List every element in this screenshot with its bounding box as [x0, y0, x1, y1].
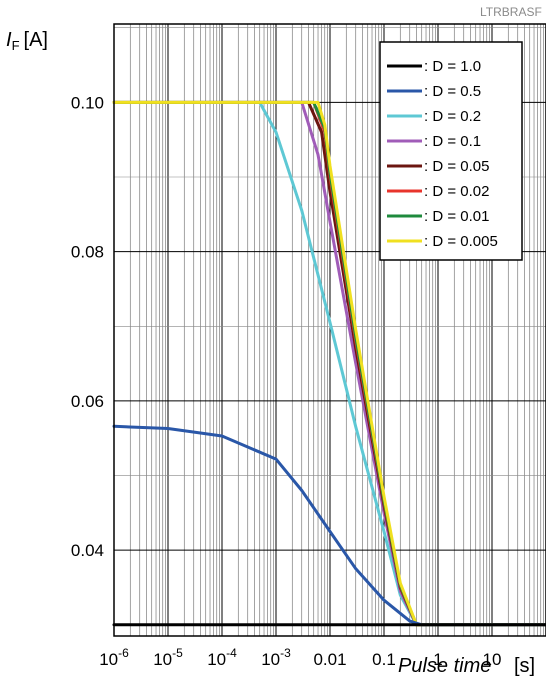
x-tick-label: 10-6: [99, 646, 129, 669]
y-axis-symbol: I: [6, 29, 12, 51]
legend-label: : D = 0.05: [424, 158, 489, 175]
series-layer: [112, 100, 546, 627]
legend-label: : D = 0.005: [424, 233, 498, 250]
x-tick-base: 10: [153, 650, 172, 669]
x-tick-label: 10: [483, 650, 502, 669]
x-tick-label: 0.1: [372, 650, 396, 669]
legend-label: : D = 0.02: [424, 183, 489, 200]
x-tick-base: 10: [483, 650, 502, 669]
x-tick-base: 1: [433, 650, 442, 669]
x-tick-label: 1: [433, 650, 442, 669]
plot-frame: [113, 23, 546, 637]
legend-label: : D = 0.2: [424, 108, 481, 125]
legend-label: : D = 1.0: [424, 58, 481, 75]
x-tick-label: 0.01: [313, 650, 346, 669]
y-axis-unit: [A]: [24, 29, 48, 51]
x-tick-label: 10-4: [207, 646, 237, 669]
series-line-8: [112, 100, 546, 627]
x-tick-base: 10: [261, 650, 280, 669]
legend-items: : D = 1.0 : D = 0.5 : D = 0.2 : D = 0.1 : D …: [387, 58, 498, 250]
legend-box: [379, 41, 523, 261]
legend-label: : D = 0.01: [424, 208, 489, 225]
legend-label: : D = 0.5: [424, 83, 481, 100]
y-tick-label: 0.04: [71, 541, 104, 560]
x-tick-label: 10-5: [153, 646, 183, 669]
legend: : D = 1.0 : D = 0.5 : D = 0.2 : D = 0.1 : D …: [379, 41, 523, 261]
x-axis-label: Pulse time: [398, 655, 491, 677]
y-axis-subscript: F: [12, 38, 20, 53]
y-tick-label: 0.08: [71, 243, 104, 262]
x-tick-exponent: -4: [226, 646, 237, 660]
x-tick-base: 0.01: [313, 650, 346, 669]
y-tick-label: 0.06: [71, 392, 104, 411]
y-axis-label: IF [A]: [6, 29, 48, 53]
x-tick-label: 10-3: [261, 646, 291, 669]
x-tick-exponent: -6: [118, 646, 129, 660]
x-tick-base: 10: [207, 650, 226, 669]
x-tick-exponent: -3: [280, 646, 291, 660]
x-tick-base: 0.1: [372, 650, 396, 669]
corner-tag: LTRBRASF: [480, 5, 542, 19]
x-axis-unit: [s]: [514, 655, 535, 677]
y-tick-label: 0.10: [71, 93, 104, 112]
x-tick-exponent: -5: [172, 646, 183, 660]
legend-label: : D = 0.1: [424, 133, 481, 150]
series-line-2: [112, 424, 546, 627]
x-tick-base: 10: [99, 650, 118, 669]
